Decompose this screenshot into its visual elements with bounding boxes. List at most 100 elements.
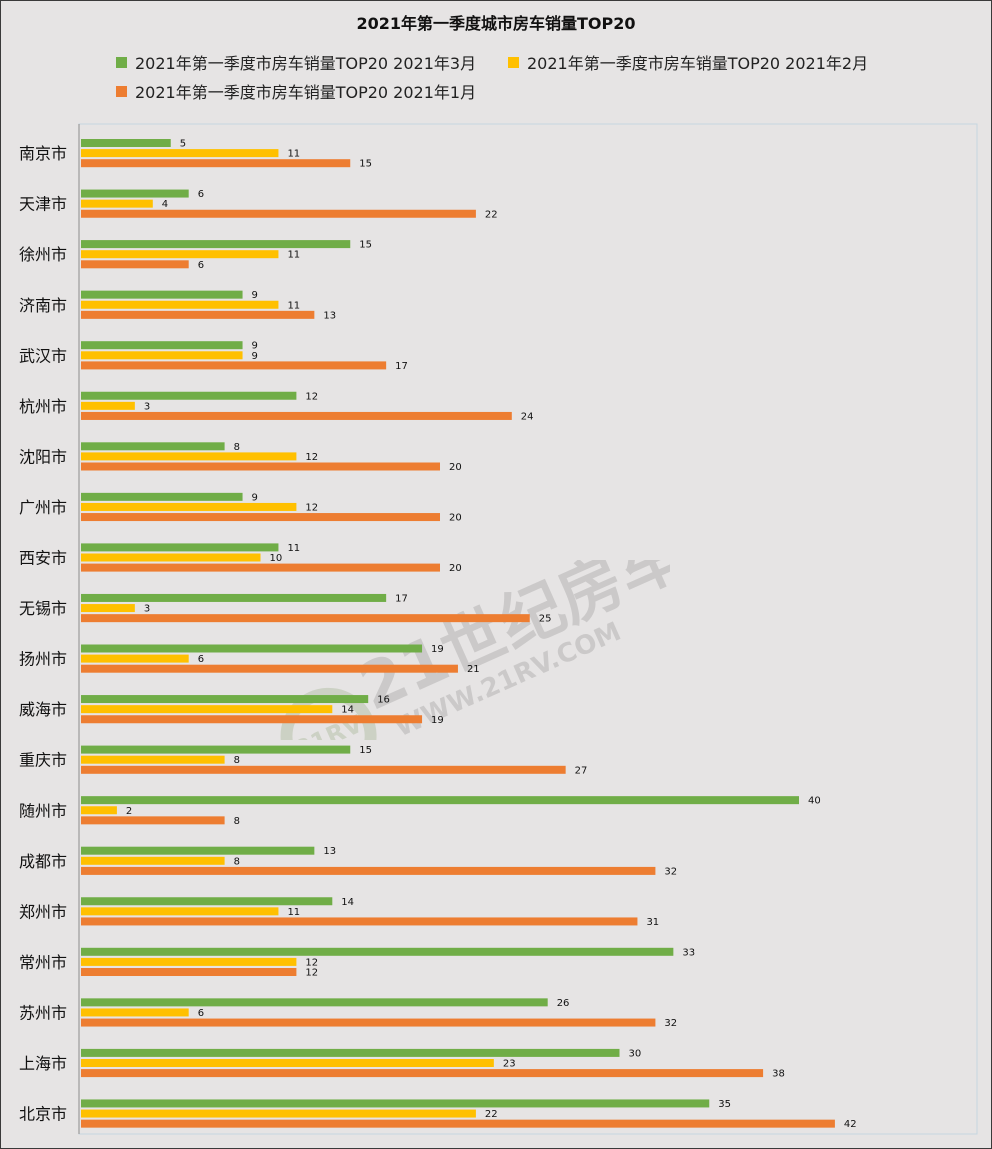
- bar-march: [81, 998, 548, 1007]
- category-label: 无锡市: [19, 599, 67, 618]
- bar-march: [81, 745, 351, 754]
- data-label-february: 11: [287, 300, 300, 311]
- bar-february: [81, 705, 333, 714]
- bar-january: [81, 614, 530, 623]
- category-label: 广州市: [19, 498, 67, 517]
- bar-january: [81, 462, 440, 471]
- bar-march: [81, 897, 333, 906]
- data-label-march: 15: [359, 745, 372, 756]
- data-label-march: 5: [180, 139, 186, 150]
- bar-february: [81, 957, 297, 966]
- category-label: 常州市: [19, 953, 67, 972]
- bar-january: [81, 260, 189, 269]
- bar-march: [81, 543, 279, 552]
- data-label-february: 12: [305, 502, 318, 513]
- bar-february: [81, 553, 261, 562]
- bar-march: [81, 391, 297, 400]
- data-label-march: 9: [252, 290, 258, 301]
- bar-january: [81, 664, 458, 673]
- data-label-february: 14: [341, 705, 354, 716]
- bar-march: [81, 189, 189, 198]
- bar-january: [81, 1018, 656, 1027]
- data-label-january: 20: [449, 563, 462, 574]
- category-label: 沈阳市: [19, 447, 67, 466]
- data-label-march: 17: [395, 593, 408, 604]
- data-label-january: 12: [305, 968, 318, 979]
- category-label: 上海市: [19, 1054, 67, 1073]
- category-label: 郑州市: [19, 902, 67, 921]
- legend-label-february: 2021年第一季度市房车销量TOP20 2021年2月: [527, 54, 869, 73]
- data-label-january: 27: [575, 765, 588, 776]
- data-label-february: 6: [198, 1008, 204, 1019]
- data-label-february: 11: [287, 250, 300, 261]
- data-label-march: 16: [377, 695, 390, 706]
- category-label: 苏州市: [19, 1003, 67, 1022]
- data-label-january: 31: [646, 917, 659, 928]
- bar-january: [81, 917, 638, 926]
- data-label-february: 12: [305, 957, 318, 968]
- data-label-march: 8: [234, 442, 240, 453]
- bar-february: [81, 907, 279, 916]
- data-label-march: 11: [287, 543, 300, 554]
- bar-february: [81, 1109, 476, 1118]
- bar-february: [81, 1059, 494, 1067]
- chart-title: 2021年第一季度城市房车销量TOP20: [356, 14, 636, 33]
- bar-february: [81, 250, 279, 259]
- data-label-february: 6: [198, 654, 204, 665]
- category-label: 济南市: [19, 296, 67, 315]
- data-label-march: 33: [682, 947, 695, 958]
- category-label: 南京市: [19, 144, 67, 163]
- data-label-january: 20: [449, 513, 462, 524]
- data-label-february: 9: [252, 351, 258, 362]
- data-label-january: 38: [772, 1069, 785, 1080]
- bar-january: [81, 816, 225, 825]
- bar-february: [81, 502, 297, 511]
- legend-swatch-march: [116, 56, 127, 68]
- category-label: 威海市: [19, 700, 67, 719]
- data-label-february: 23: [503, 1059, 516, 1070]
- data-label-march: 12: [305, 391, 318, 402]
- bar-march: [81, 593, 387, 602]
- category-label: 西安市: [19, 549, 67, 568]
- bar-march: [81, 796, 799, 805]
- bar-january: [81, 411, 512, 420]
- bar-february: [81, 856, 225, 865]
- bar-february: [81, 300, 279, 309]
- data-label-january: 13: [323, 310, 336, 321]
- bar-january: [81, 866, 656, 875]
- data-label-february: 8: [234, 755, 240, 766]
- bar-february: [81, 604, 135, 613]
- data-label-march: 26: [557, 998, 570, 1009]
- bar-february: [81, 401, 135, 410]
- bar-february: [81, 452, 297, 461]
- bar-january: [81, 1119, 835, 1128]
- category-label: 武汉市: [19, 346, 67, 365]
- category-label: 成都市: [19, 852, 67, 871]
- data-label-march: 40: [808, 796, 821, 807]
- data-label-january: 19: [431, 715, 444, 726]
- data-label-january: 20: [449, 462, 462, 473]
- category-label: 重庆市: [19, 751, 67, 770]
- category-label: 天津市: [19, 195, 67, 214]
- data-label-february: 11: [287, 907, 300, 918]
- data-label-february: 22: [485, 1109, 498, 1120]
- bar-january: [81, 361, 387, 370]
- data-label-january: 21: [467, 664, 480, 675]
- bar-february: [81, 806, 117, 815]
- bar-march: [81, 695, 369, 704]
- data-label-january: 42: [844, 1119, 857, 1130]
- bar-february: [81, 755, 225, 764]
- bar-january: [81, 159, 351, 168]
- data-label-march: 19: [431, 644, 444, 655]
- data-label-march: 14: [341, 897, 354, 908]
- data-label-january: 25: [539, 614, 552, 625]
- data-label-january: 22: [485, 209, 498, 220]
- data-label-march: 9: [252, 341, 258, 352]
- legend-label-march: 2021年第一季度市房车销量TOP20 2021年3月: [135, 54, 477, 73]
- legend-item-march: 2021年第一季度市房车销量TOP20 2021年3月: [116, 50, 476, 74]
- bar-january: [81, 563, 440, 572]
- data-label-january: 15: [359, 159, 372, 170]
- data-label-february: 12: [305, 452, 318, 463]
- data-label-january: 8: [234, 816, 240, 827]
- legend-item-january: 2021年第一季度市房车销量TOP20 2021年1月: [116, 79, 476, 103]
